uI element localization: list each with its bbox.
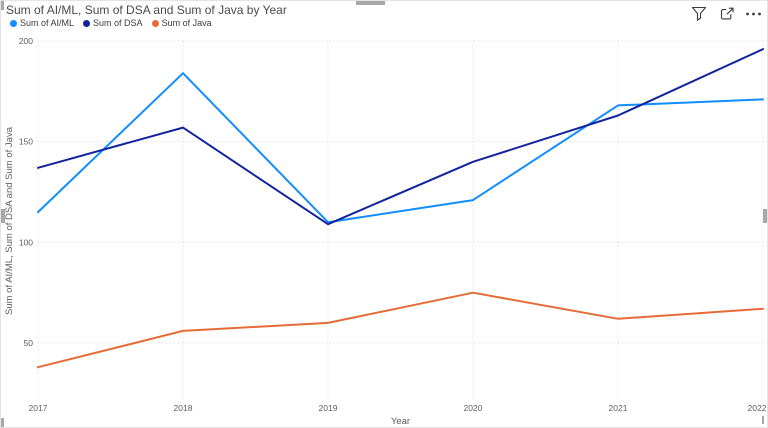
- legend-label: Sum of Java: [161, 18, 212, 28]
- x-axis-tick-label: 2022: [748, 403, 767, 413]
- y-axis-tick-label: 150: [19, 137, 33, 147]
- filter-icon[interactable]: [690, 4, 709, 22]
- focus-mode-icon[interactable]: [717, 4, 736, 22]
- resize-handle-top[interactable]: [356, 1, 385, 5]
- series-line-sum-of-dsa[interactable]: [37, 48, 764, 226]
- legend-label: Sum of AI/ML: [20, 18, 75, 28]
- legend-marker-icon: [10, 19, 17, 27]
- x-axis-tick-label: 2018: [174, 403, 193, 413]
- visual-header-toolbar: [690, 4, 763, 22]
- legend-marker-icon: [151, 19, 159, 27]
- resize-handle-right[interactable]: [763, 209, 767, 223]
- resize-handle-bottom-left[interactable]: [1, 418, 4, 427]
- legend-item-sum-of-ai-ml[interactable]: Sum of AI/ML: [10, 18, 74, 28]
- x-axis-tick-label: 2019: [319, 403, 338, 413]
- x-axis-tick-label: 2017: [29, 403, 48, 413]
- resize-handle-left[interactable]: [1, 209, 5, 223]
- resize-handle-bottom-right[interactable]: [762, 416, 764, 424]
- visual-title: Sum of AI/ML, Sum of DSA and Sum of Java…: [6, 3, 287, 17]
- y-axis-title: Sum of AI/ML, Sum of DSA and Sum of Java: [4, 127, 15, 315]
- more-options-icon[interactable]: [744, 4, 763, 22]
- legend-marker-icon: [83, 19, 91, 27]
- y-axis-tick-label: 50: [24, 338, 34, 348]
- x-axis-tick-label: 2021: [609, 403, 628, 413]
- legend-item-sum-of-dsa[interactable]: Sum of DSA: [83, 18, 143, 28]
- legend: Sum of AI/ML Sum of DSA Sum of Java: [10, 18, 212, 28]
- series-line-sum-of-java[interactable]: [37, 291, 764, 369]
- y-axis-tick-label: 100: [19, 237, 33, 247]
- x-axis-tick-label: 2020: [464, 403, 483, 413]
- legend-item-sum-of-java[interactable]: Sum of Java: [151, 18, 212, 28]
- y-axis-tick-label: 200: [19, 36, 33, 46]
- resize-handle-top-left[interactable]: [1, 1, 4, 10]
- legend-label: Sum of DSA: [93, 18, 143, 28]
- x-axis-title: Year: [390, 416, 411, 427]
- series-line-sum-of-ai-ml[interactable]: [37, 72, 764, 224]
